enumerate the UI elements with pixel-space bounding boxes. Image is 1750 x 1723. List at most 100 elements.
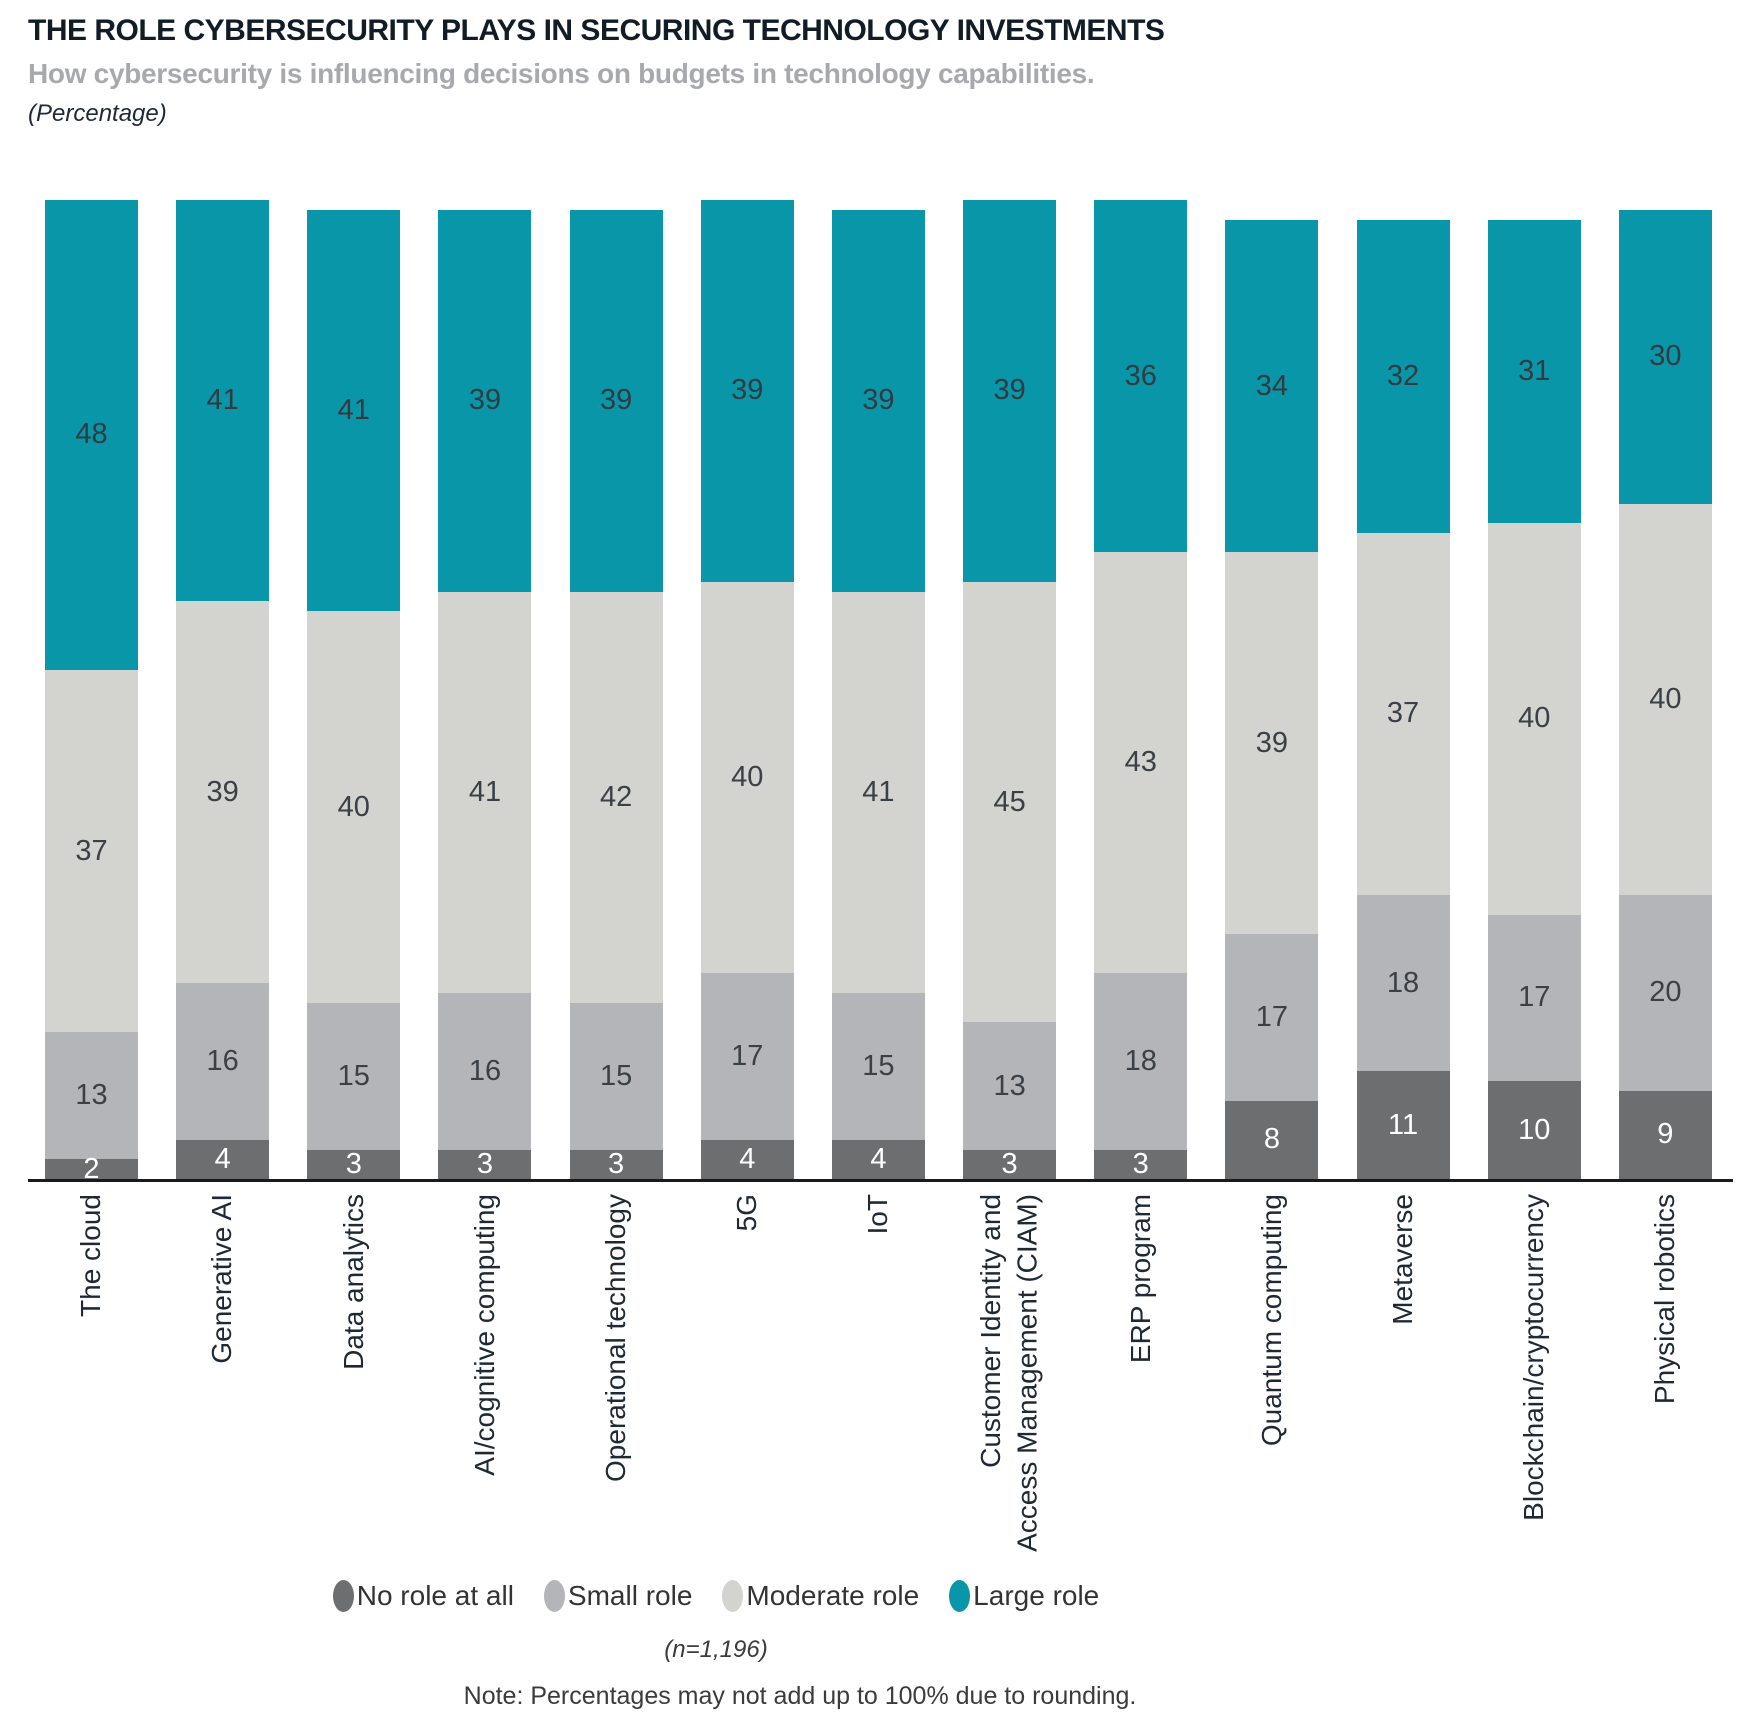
segment-value-label: 13 bbox=[993, 1069, 1026, 1102]
bar-segment-small-role: 17 bbox=[1225, 934, 1319, 1101]
segment-value-label: 11 bbox=[1388, 1108, 1419, 1141]
bar-segment-no-role-at-all: 3 bbox=[569, 1147, 663, 1180]
x-axis-label-cell: Data analytics bbox=[307, 1194, 400, 1552]
bar-segment-no-role-at-all: 3 bbox=[1094, 1147, 1188, 1180]
bar-column-customer-identity-and: 3 13 45 39 bbox=[963, 200, 1057, 1180]
bar-segment-large-role: 32 bbox=[1356, 219, 1450, 533]
bar-segment-small-role: 16 bbox=[176, 983, 270, 1140]
bar-segment-large-role: 41 bbox=[176, 200, 270, 602]
bar-segment-no-role-at-all: 4 bbox=[831, 1139, 925, 1179]
segment-value-label: 39 bbox=[1255, 726, 1289, 759]
bar-column-erp-program: 3 18 43 36 bbox=[1094, 200, 1188, 1180]
segment-value-label: 3 bbox=[1132, 1147, 1149, 1180]
bar-segment-large-role: 34 bbox=[1225, 219, 1319, 553]
segment-value-label: 3 bbox=[608, 1147, 625, 1180]
segment-value-label: 15 bbox=[599, 1059, 633, 1092]
segment-value-label: 48 bbox=[75, 418, 108, 451]
segment-value-label: 15 bbox=[337, 1059, 370, 1092]
bar-segment-large-role: 39 bbox=[831, 209, 925, 592]
segment-value-label: 17 bbox=[1255, 1000, 1289, 1033]
segment-value-label: 41 bbox=[206, 384, 239, 417]
segment-value-label: 32 bbox=[1386, 359, 1420, 392]
bar-column-ai-cognitive-computing: 3 16 41 39 bbox=[438, 209, 532, 1179]
bar-segment-small-role: 13 bbox=[963, 1022, 1057, 1150]
segment-value-label: 39 bbox=[468, 384, 502, 417]
segment-value-label: 40 bbox=[1649, 682, 1682, 715]
x-axis-label-cell: 5G bbox=[701, 1194, 794, 1552]
bar-segment-moderate-role: 42 bbox=[569, 591, 663, 1003]
bar-segment-small-role: 17 bbox=[1487, 914, 1581, 1082]
x-axis-label-cell: The cloud bbox=[45, 1194, 138, 1552]
segment-value-label: 39 bbox=[599, 384, 633, 417]
bar-segment-small-role: 18 bbox=[1356, 895, 1450, 1072]
x-axis-label: ERP program bbox=[1124, 1194, 1156, 1364]
x-axis-label: 5G bbox=[731, 1194, 763, 1232]
legend-label: Large role bbox=[973, 1580, 1100, 1611]
segment-value-label: 3 bbox=[1001, 1147, 1018, 1180]
segment-value-label: 15 bbox=[862, 1049, 895, 1082]
segment-value-label: 17 bbox=[1518, 981, 1551, 1014]
x-axis-label-cell: Quantum computing bbox=[1225, 1194, 1318, 1552]
legend-label: No role at all bbox=[356, 1580, 514, 1611]
bar-segment-no-role-at-all: 4 bbox=[700, 1139, 794, 1179]
bar-column-metaverse: 11 18 37 32 bbox=[1356, 219, 1450, 1179]
segment-value-label: 37 bbox=[75, 834, 108, 867]
segment-value-label: 39 bbox=[862, 384, 895, 417]
x-axis-label-cell: Blockchain/cryptocurrency bbox=[1488, 1194, 1581, 1552]
segment-value-label: 34 bbox=[1255, 369, 1289, 402]
bar-segment-large-role: 30 bbox=[1618, 209, 1712, 504]
bar-segment-small-role: 15 bbox=[569, 1002, 663, 1150]
segment-value-label: 36 bbox=[1124, 359, 1157, 392]
bar-segment-small-role: 13 bbox=[45, 1032, 138, 1160]
x-axis-label: Physical robotics bbox=[1649, 1194, 1681, 1405]
chart-header: THE ROLE CYBERSECURITY PLAYS IN SECURING… bbox=[28, 14, 1728, 128]
bar-segment-large-role: 31 bbox=[1487, 219, 1581, 524]
x-axis-label-cell: AI/cognitive computing bbox=[438, 1194, 531, 1552]
stacked-bar-plot-area: 2 13 37 48 4 16 39 41 3 15 40 41 3 16 41 39 3 15 42 39 4 17 40… bbox=[45, 200, 1712, 1183]
x-axis-label: AI/cognitive computing bbox=[468, 1194, 500, 1476]
segment-value-label: 37 bbox=[1386, 697, 1420, 730]
segment-value-label: 4 bbox=[739, 1142, 756, 1175]
bar-segment-large-role: 39 bbox=[438, 209, 532, 592]
bar-segment-no-role-at-all: 9 bbox=[1618, 1090, 1712, 1179]
bar-column-5g: 4 17 40 39 bbox=[700, 200, 794, 1179]
legend-item-no-role-at-all: No role at all bbox=[332, 1580, 514, 1612]
bar-segment-no-role-at-all: 3 bbox=[307, 1147, 401, 1180]
segment-value-label: 41 bbox=[468, 775, 502, 808]
x-axis-label-cell: Generative AI bbox=[176, 1194, 269, 1552]
legend-swatch-icon bbox=[332, 1580, 354, 1612]
bar-segment-no-role-at-all: 3 bbox=[963, 1147, 1057, 1180]
segment-value-label: 40 bbox=[731, 761, 764, 794]
x-axis-label-cell: Operational technology bbox=[570, 1194, 663, 1552]
segment-value-label: 18 bbox=[1124, 1045, 1157, 1078]
bar-segment-no-role-at-all: 2 bbox=[45, 1154, 138, 1183]
segment-value-label: 41 bbox=[862, 775, 895, 808]
segment-value-label: 9 bbox=[1657, 1118, 1674, 1151]
sample-size: (n=1,196) bbox=[664, 1636, 768, 1663]
legend-label: Small role bbox=[567, 1580, 693, 1611]
bar-segment-large-role: 41 bbox=[307, 209, 401, 612]
segment-value-label: 42 bbox=[599, 780, 633, 813]
bar-segment-large-role: 39 bbox=[700, 200, 794, 582]
bar-segment-moderate-role: 41 bbox=[831, 591, 925, 993]
bar-column-quantum-computing: 8 17 39 34 bbox=[1225, 219, 1319, 1179]
segment-value-label: 18 bbox=[1386, 966, 1420, 999]
segment-value-label: 20 bbox=[1649, 976, 1682, 1009]
page-subtitle: How cybersecurity is influencing decisio… bbox=[28, 58, 1095, 89]
segment-value-label: 45 bbox=[993, 785, 1026, 818]
bar-segment-small-role: 17 bbox=[700, 973, 794, 1140]
page-title: THE ROLE CYBERSECURITY PLAYS IN SECURING… bbox=[28, 14, 1165, 47]
bar-column-data-analytics: 3 15 40 41 bbox=[307, 209, 401, 1180]
x-axis-label-cell: Physical robotics bbox=[1619, 1194, 1712, 1552]
segment-value-label: 16 bbox=[206, 1045, 239, 1078]
bar-segment-moderate-role: 43 bbox=[1094, 552, 1188, 974]
segment-value-label: 3 bbox=[345, 1147, 362, 1180]
bar-segment-large-role: 39 bbox=[963, 200, 1057, 582]
bar-segment-no-role-at-all: 3 bbox=[438, 1149, 532, 1179]
x-axis-label: Customer Identity and Access Management … bbox=[975, 1194, 1043, 1552]
x-axis-line bbox=[28, 1179, 1733, 1182]
x-axis-label-cell: Customer Identity and Access Management … bbox=[963, 1194, 1056, 1552]
segment-value-label: 30 bbox=[1649, 340, 1682, 373]
segment-value-label: 4 bbox=[214, 1142, 231, 1175]
bar-segment-moderate-role: 39 bbox=[1225, 552, 1319, 935]
